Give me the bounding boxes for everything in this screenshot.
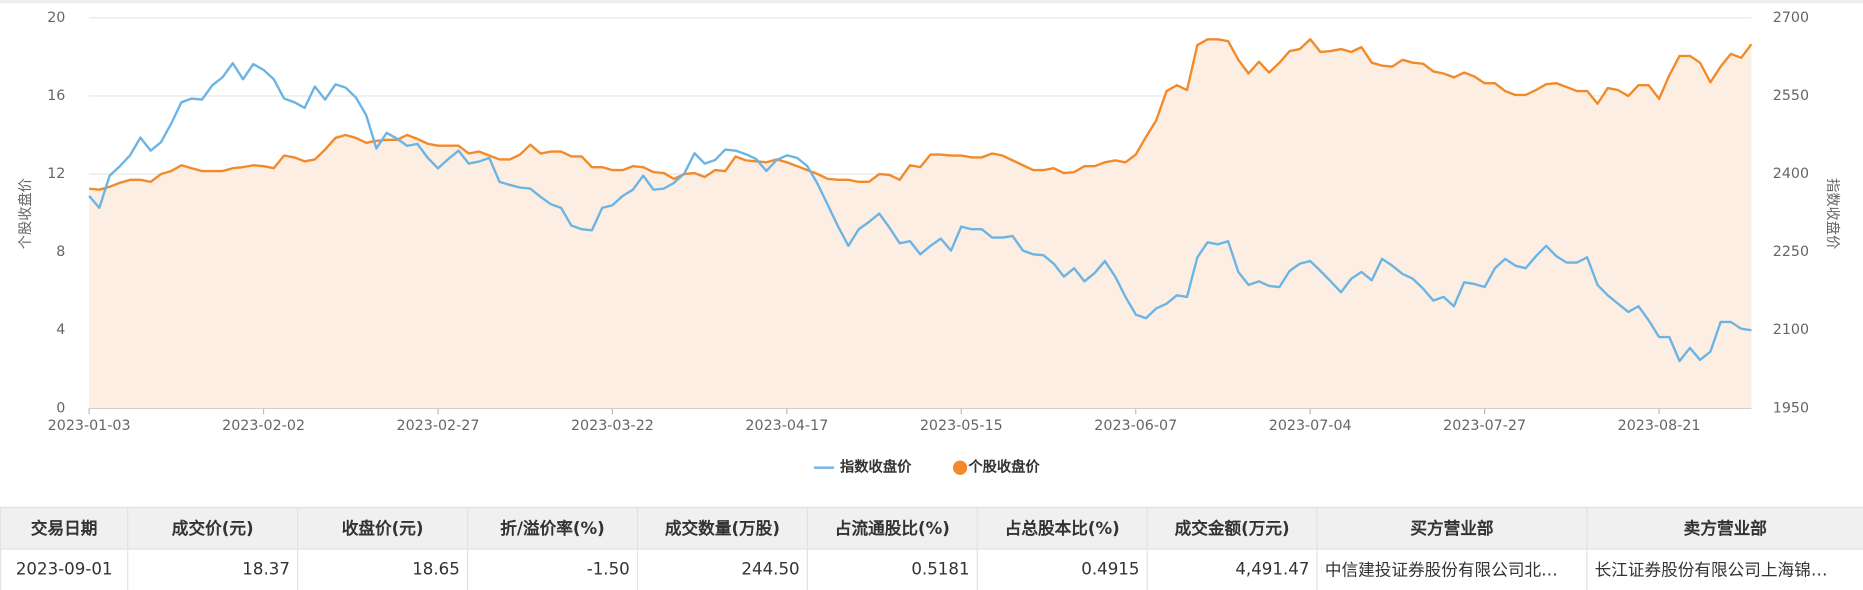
y2-tick-label: 2100 (1773, 322, 1809, 338)
y2-tick-label: 1950 (1773, 400, 1809, 416)
y-tick-label: 16 (47, 88, 65, 104)
header-row: 交易日期 成交价(元) 收盘价(元) 折/溢价率(%) 成交数量(万股) 占流通股比(%)… (0, 506, 1863, 550)
y-tick-label: 8 (56, 244, 65, 260)
column-header: 卖方营业部 (1586, 506, 1863, 550)
x-tick-label: 2023-08-21 (1618, 418, 1701, 434)
table-cell: 长江证券股份有限公司上海锦… (1586, 548, 1863, 590)
column-header: 折/溢价率(%) (466, 506, 639, 550)
column-header: 收盘价(元) (297, 506, 469, 550)
table-cell: 18.65 (297, 548, 469, 590)
trade-table: 交易日期 成交价(元) 收盘价(元) 折/溢价率(%) 成交数量(万股) 占流通股比(%)… (0, 506, 1863, 590)
table-row: 2023-09-01 18.37 18.65 -1.50 244.50 0.5181 0.4… (0, 548, 1863, 590)
x-tick-label: 2023-02-27 (397, 418, 480, 434)
x-tick-label: 2023-04-17 (745, 418, 828, 434)
table-cell: 18.37 (127, 548, 299, 590)
legend: 指数收盘价 个股收盘价 (813, 458, 1040, 476)
column-header: 交易日期 (0, 506, 129, 550)
series-line (88, 61, 1752, 363)
table-cell: 244.50 (636, 548, 808, 590)
table-cell: 中信建投证券股份有限公司北… (1316, 548, 1588, 590)
x-tick-label: 2023-02-02 (222, 418, 305, 434)
y-tick-label: 0 (56, 400, 65, 416)
column-header: 占流通股比(%) (806, 506, 978, 550)
y2-axis-label: 指数收盘价 (1824, 178, 1842, 249)
x-tick-label: 2023-07-04 (1269, 418, 1352, 434)
legend-label: 个股收盘价 (967, 458, 1040, 476)
chart: 个股收盘价 指数收盘价 0 4 8 12 16 20 1950 2100 2250 2400 255… (0, 0, 1863, 476)
table-cell: 0.5181 (806, 548, 978, 590)
x-tick-label: 2023-03-22 (571, 418, 654, 434)
x-tick-label: 2023-07-27 (1443, 418, 1526, 434)
table-body: 2023-09-01 18.37 18.65 -1.50 244.50 0.5181 0.4… (0, 548, 1863, 590)
column-header: 买方营业部 (1316, 506, 1588, 550)
column-header: 成交金额(万元) (1146, 506, 1318, 550)
y2-tick-label: 2550 (1773, 88, 1809, 104)
y-axis-label: 个股收盘价 (16, 178, 34, 249)
x-tick-label: 2023-06-07 (1094, 418, 1177, 434)
table-cell: 4,491.47 (1146, 548, 1318, 590)
top-border (0, 0, 1863, 4)
legend-marker (952, 460, 968, 475)
area (89, 39, 1752, 409)
table-cell: 2023-09-01 (0, 548, 129, 590)
column-header: 成交数量(万股) (636, 506, 808, 550)
y2-tick-label: 2250 (1773, 244, 1809, 260)
column-header: 成交价(元) (127, 506, 299, 550)
x-tick-label: 2023-01-03 (48, 418, 131, 434)
y2-tick-label: 2400 (1773, 166, 1809, 182)
y-tick-label: 4 (56, 322, 65, 338)
table-cell: -1.50 (466, 548, 639, 590)
column-header: 占总股本比(%) (976, 506, 1148, 550)
x-tick-label: 2023-05-15 (920, 418, 1003, 434)
y-tick-label: 20 (47, 10, 65, 26)
y-tick-label: 12 (47, 166, 65, 182)
series-line (88, 38, 1753, 191)
table-cell: 0.4915 (976, 548, 1148, 590)
legend-label: 指数收盘价 (840, 458, 912, 476)
y2-tick-label: 2700 (1773, 10, 1809, 26)
